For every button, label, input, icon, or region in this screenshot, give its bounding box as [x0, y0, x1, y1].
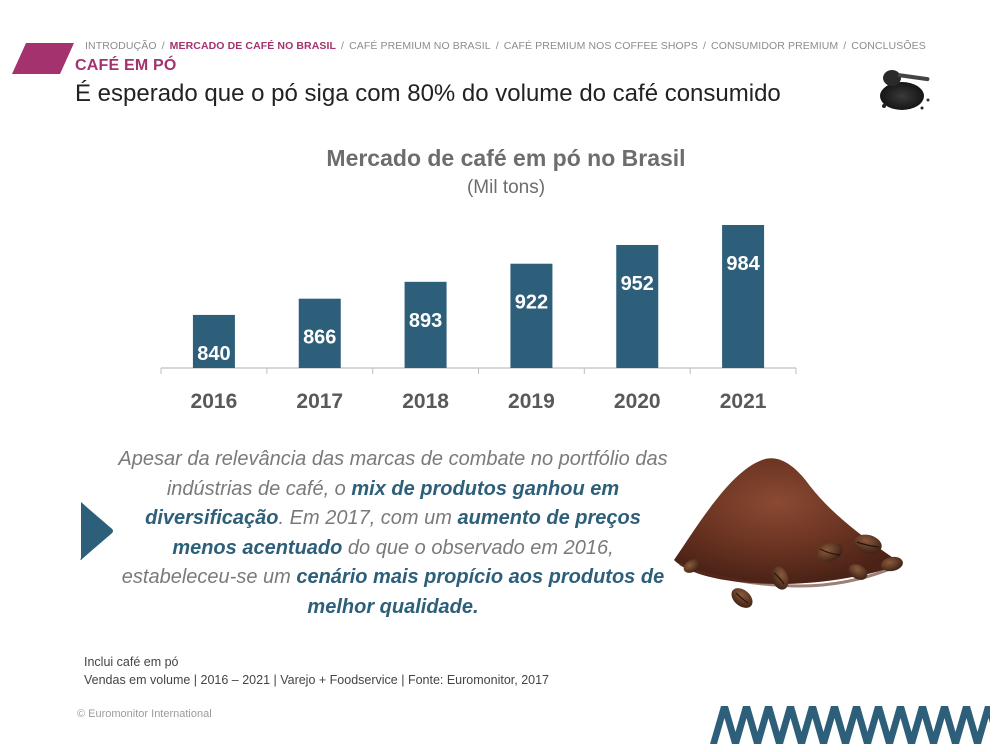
stripe: [886, 706, 904, 744]
stripe: [831, 706, 849, 744]
stripe: [897, 706, 915, 744]
stripe: [809, 706, 827, 744]
footnote-line-1: Inclui café em pó: [84, 655, 179, 669]
callout-segment: do que o observado em 2016, estabeleceu-…: [121, 536, 614, 589]
breadcrumb-separator: /: [341, 40, 345, 52]
stripe: [875, 706, 893, 744]
callout-highlight: mix de produtos ganhou em diversificação: [145, 477, 620, 530]
copyright: © Euromonitor International: [77, 708, 212, 720]
stripe: [974, 706, 990, 744]
bar-2020: [616, 244, 659, 368]
data-label: 866: [303, 327, 336, 349]
breadcrumb-item[interactable]: Café premium no Brasil: [349, 40, 491, 52]
stripe: [787, 706, 805, 744]
stripe: [864, 706, 882, 744]
coffee-pile-image: [674, 458, 903, 608]
breadcrumb-item[interactable]: Introdução: [85, 40, 157, 52]
x-tick-label: 2017: [296, 390, 343, 413]
breadcrumb: Introdução / Mercado de café no Brasil / Caf…: [85, 40, 926, 52]
stripe: [952, 706, 970, 744]
callout-highlight: aumento de preços menos acentuado: [172, 507, 641, 559]
data-label: 893: [409, 310, 442, 332]
page-title: É esperado que o pó siga com 80% do volu…: [75, 80, 781, 107]
breadcrumb-separator: /: [495, 40, 499, 52]
stripe: [941, 706, 959, 744]
x-tick-label: 2020: [614, 390, 661, 413]
stripe: [963, 706, 981, 744]
stripe: [776, 706, 794, 744]
x-tick-label: 2018: [402, 390, 449, 413]
breadcrumb-item[interactable]: Café premium nos coffee shops: [503, 40, 699, 52]
data-label: 840: [197, 343, 230, 365]
bar-2018: [404, 281, 447, 368]
breadcrumb-separator: /: [703, 40, 707, 52]
chart-title: Mercado de café em pó no Brasil: [326, 145, 686, 171]
stripe: [798, 706, 816, 744]
stripe: [765, 706, 783, 744]
breadcrumb-item[interactable]: Consumidor premium: [711, 40, 839, 52]
bar-2017: [298, 298, 341, 368]
stripe: [985, 706, 990, 724]
data-label: 922: [515, 292, 548, 314]
stripe: [721, 706, 739, 744]
callout-highlight: cenário mais propício aos produtos de me…: [296, 566, 665, 618]
bar-2016: [192, 314, 235, 368]
breadcrumb-separator: /: [161, 40, 165, 52]
stripe: [908, 706, 926, 744]
stripe: [820, 706, 838, 744]
breadcrumb-item[interactable]: Conclusões: [851, 40, 926, 52]
stripe: [710, 706, 728, 744]
coffee-spoon-icon: [880, 70, 930, 110]
stripe: [743, 706, 761, 744]
chevron-right-icon: [80, 501, 113, 560]
callout-segment: . Em 2017, com um: [278, 507, 458, 529]
data-label: 984: [726, 253, 760, 275]
x-tick-label: 2019: [508, 390, 555, 413]
footnote: Inclui café em pó Vendas em volume | 201…: [84, 653, 549, 689]
stripe: [930, 706, 948, 744]
breadcrumb-separator: /: [843, 40, 847, 52]
x-tick-label: 2021: [720, 390, 767, 413]
stripe: [842, 706, 860, 744]
x-tick-label: 2016: [191, 390, 238, 413]
accent-parallelogram: [12, 43, 74, 74]
section-label: CAFÉ EM PÓ: [75, 57, 177, 74]
footnote-line-2: Vendas em volume | 2016 – 2021 | Varejo …: [84, 673, 549, 687]
callout-text: Apesar da relevância das marcas de comba…: [118, 445, 668, 622]
stripe: [754, 706, 772, 744]
chart-subtitle: (Mil tons): [466, 177, 546, 198]
callout-segment: Apesar da relevância das marcas de comba…: [118, 448, 668, 500]
data-label: 952: [621, 273, 654, 295]
bar-2021: [722, 224, 765, 368]
stripe: [853, 706, 871, 744]
bar-2019: [510, 263, 553, 368]
stripe: [732, 706, 750, 744]
breadcrumb-item[interactable]: Mercado de café no Brasil: [169, 40, 337, 52]
stripe: [919, 706, 937, 744]
brand-stripes: [710, 706, 990, 744]
